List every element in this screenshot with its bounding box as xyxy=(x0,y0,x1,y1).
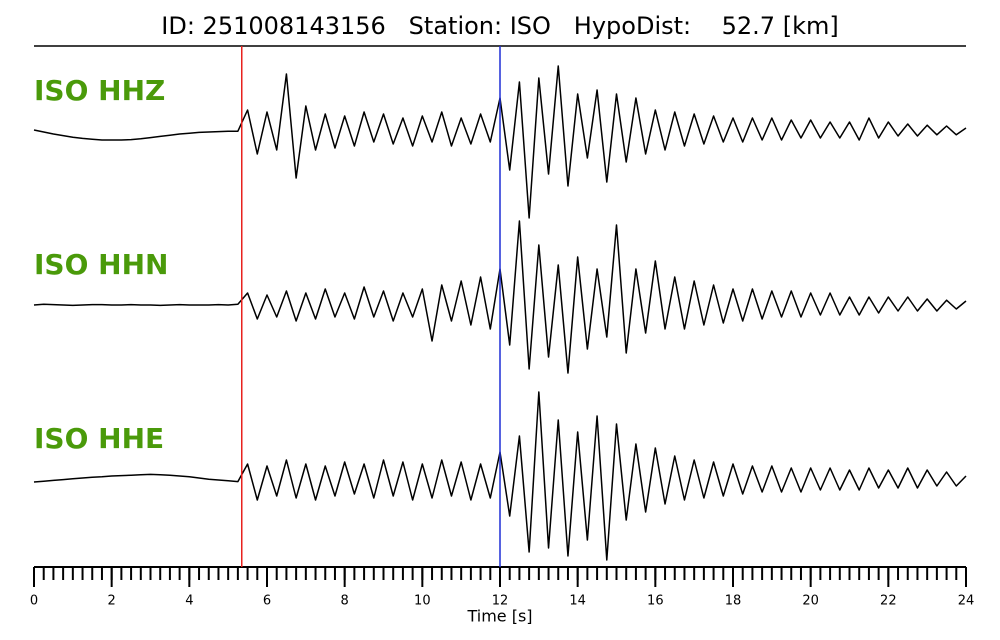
trace-label: ISO HHZ xyxy=(34,74,165,107)
x-tick-label: 24 xyxy=(958,594,975,609)
x-tick-label: 8 xyxy=(341,594,349,609)
x-tick-label: 14 xyxy=(569,594,586,609)
trace-label: ISO HHN xyxy=(34,248,168,281)
x-tick-label: 16 xyxy=(647,594,664,609)
x-tick-label: 6 xyxy=(263,594,271,609)
x-tick-label: 4 xyxy=(185,594,193,609)
chart-title: ID: 251008143156 Station: ISO HypoDist: … xyxy=(161,12,838,40)
x-axis-label: Time [s] xyxy=(466,607,532,626)
x-tick-label: 10 xyxy=(414,594,431,609)
x-tick-label: 12 xyxy=(492,594,509,609)
x-tick-label: 2 xyxy=(108,594,116,609)
x-tick-label: 18 xyxy=(725,594,742,609)
x-tick-label: 0 xyxy=(30,594,38,609)
x-tick-label: 20 xyxy=(802,594,819,609)
x-tick-label: 22 xyxy=(880,594,897,609)
trace-label: ISO HHE xyxy=(34,422,164,455)
